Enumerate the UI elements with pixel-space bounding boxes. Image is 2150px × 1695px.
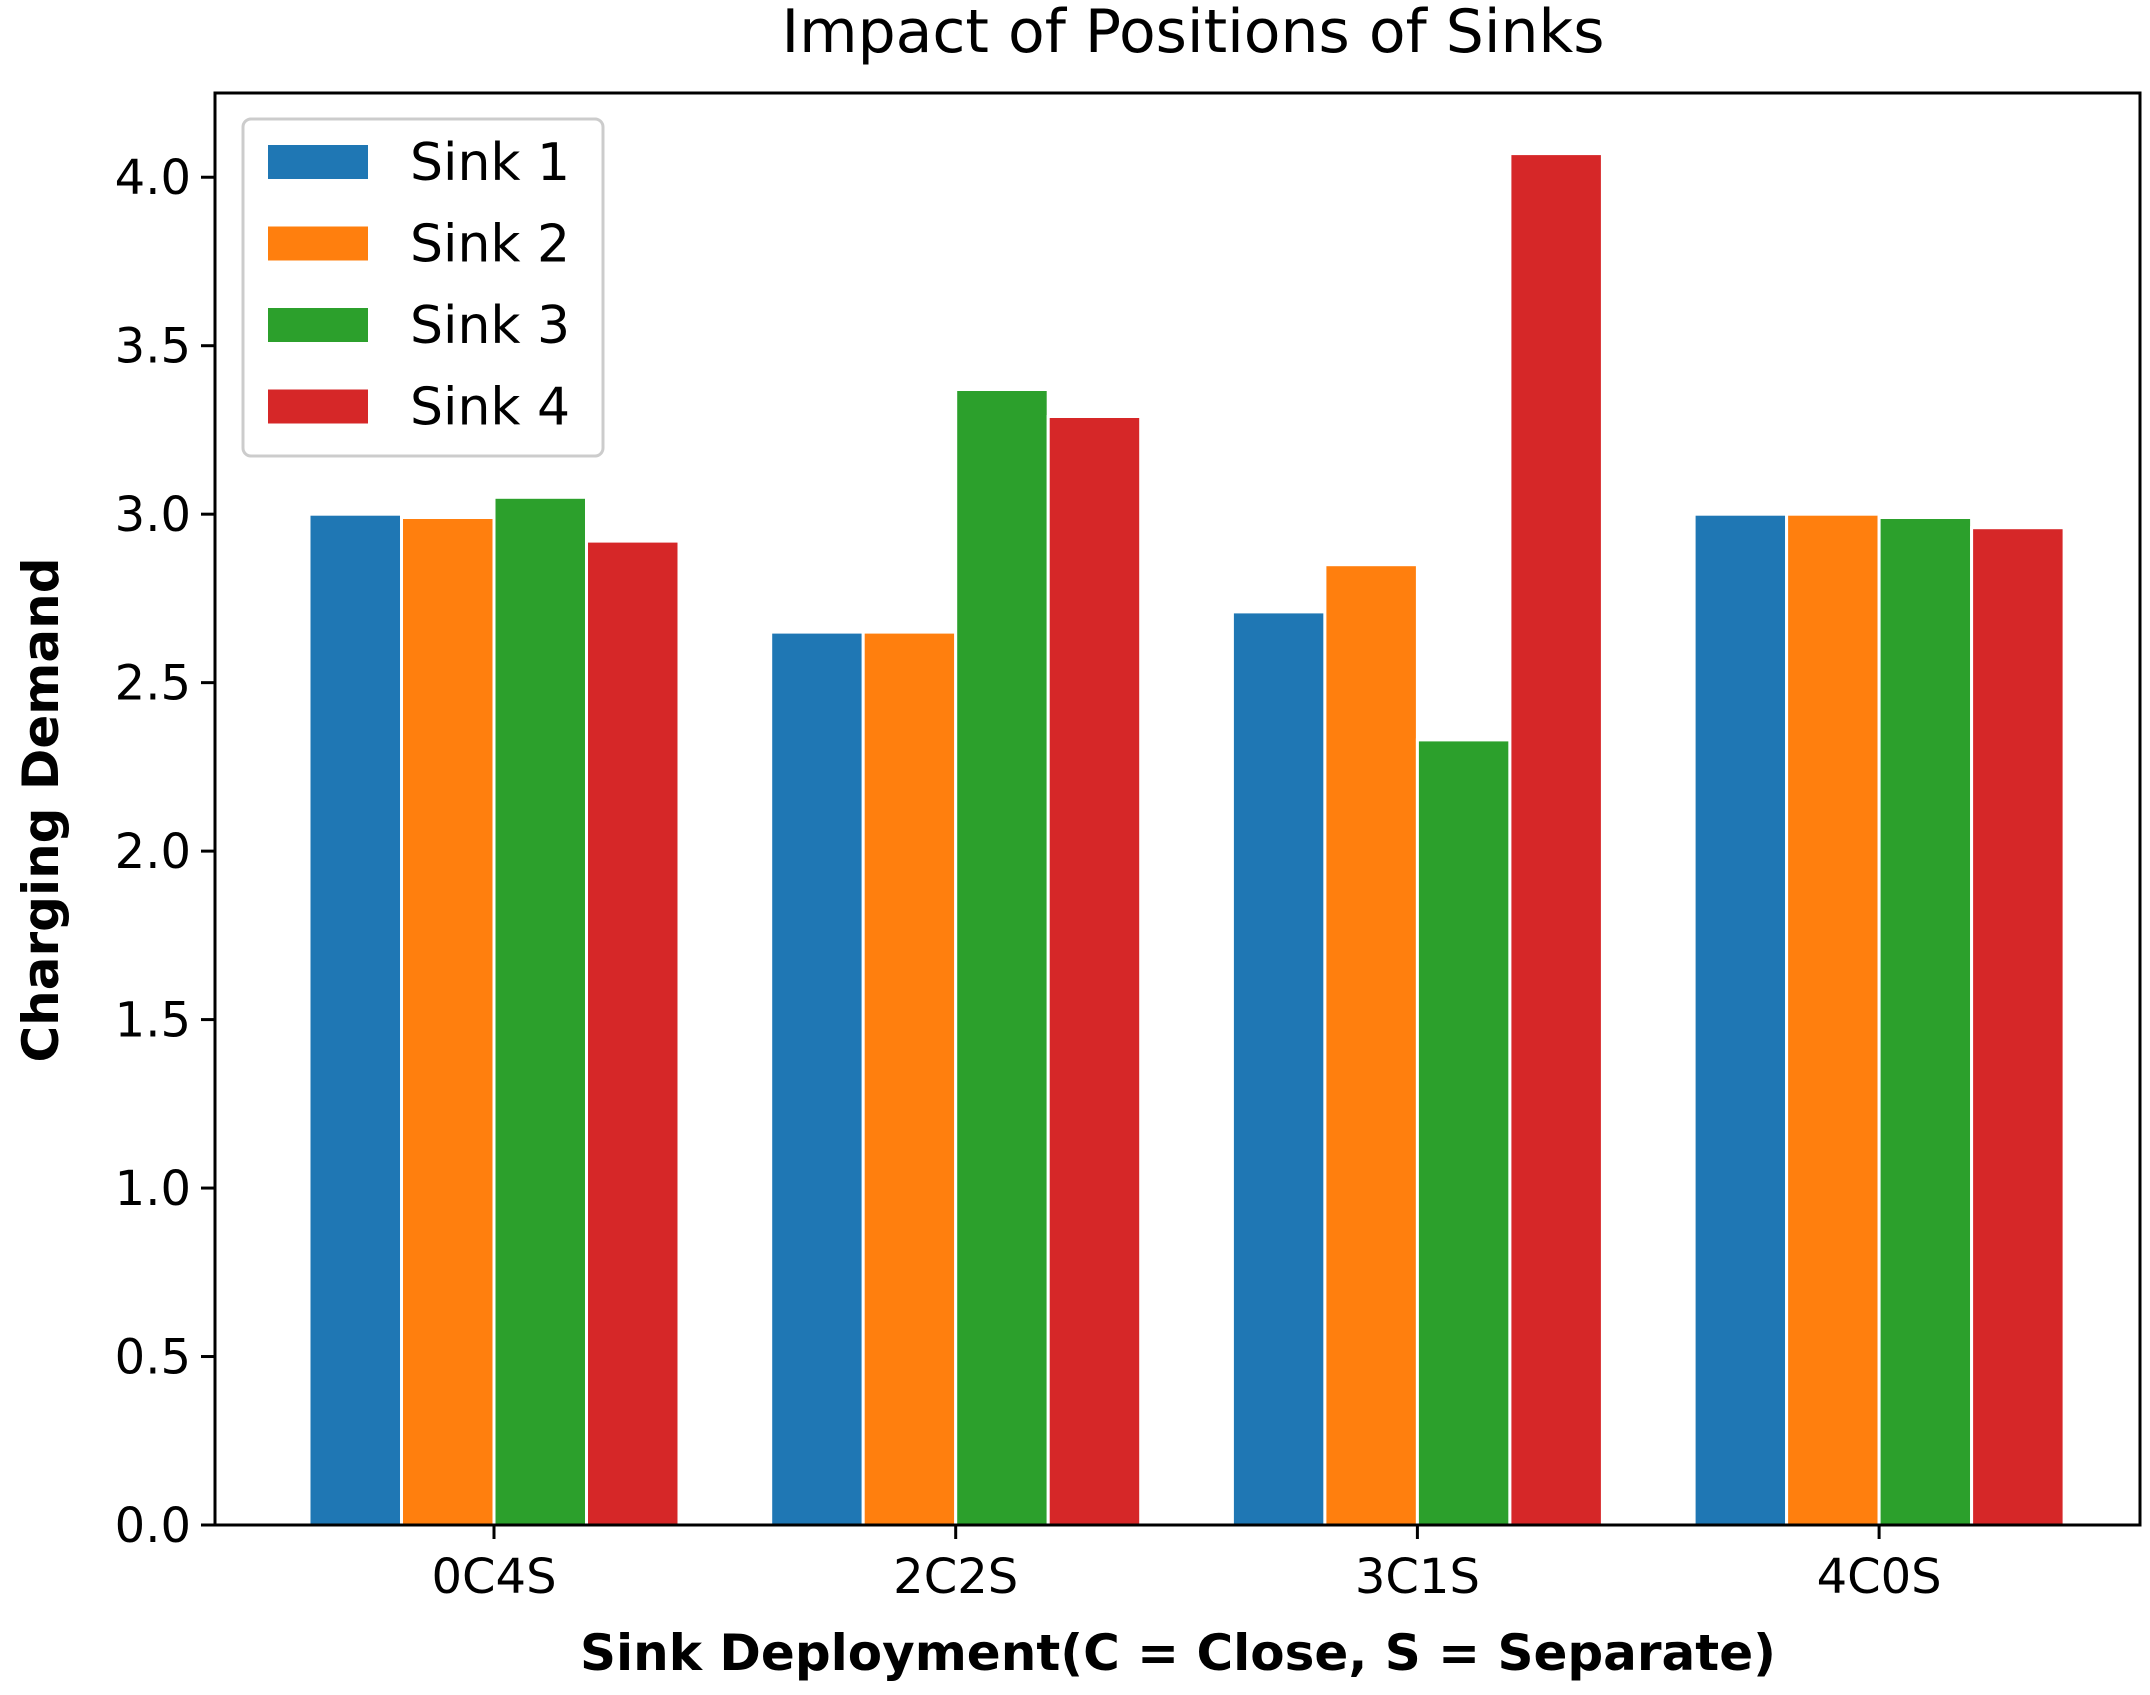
plot-frame [213,91,2142,1527]
legend-label-sink-1: Sink 1 [410,133,570,193]
y-tick-label: 1.5 [115,993,191,1049]
y-tick-label: 2.0 [115,824,191,880]
bar-2c2s-sink-1 [769,630,865,1527]
y-tick-label: 3.0 [115,487,191,543]
legend-swatch-sink-3 [268,308,368,342]
bar-0c4s-sink-3 [492,495,588,1527]
x-tick-label-0c4s: 0C4S [431,1549,556,1605]
legend-label-sink-4: Sink 4 [410,378,570,438]
legend-swatch-sink-4 [268,389,368,424]
bar-4c0s-sink-4 [1970,526,2066,1527]
bar-0c4s-sink-4 [585,539,681,1527]
bars-group [307,152,2066,1527]
bar-3c1s-sink-1 [1230,610,1327,1527]
y-tick-label: 0.0 [115,1498,191,1554]
bar-3c1s-sink-4 [1508,152,1604,1527]
x-tick-label-4c0s: 4C0S [1817,1549,1942,1605]
legend-label-sink-3: Sink 3 [410,296,570,356]
y-tick-label: 3.5 [115,319,191,375]
bar-4c0s-sink-2 [1785,512,1881,1527]
legend-swatch-sink-2 [268,226,368,261]
legend-frame [241,117,605,458]
legend: Sink 1 Sink 2 Sink 3 Sink 4 [241,117,605,458]
y-tick-label: 4.0 [115,150,191,206]
bar-4c0s-sink-1 [1692,512,1789,1527]
bar-3c1s-sink-2 [1323,563,1419,1527]
y-tick-label: 2.5 [115,656,191,712]
y-axis: 0.0 0.5 1.0 1.5 2.0 2.5 3.0 3.5 4.0 [115,150,215,1554]
chart-title: Impact of Positions of Sinks [781,0,1604,67]
bar-0c4s-sink-1 [307,512,403,1527]
x-tick-label-2c2s: 2C2S [893,1549,1018,1605]
bar-2c2s-sink-2 [861,630,958,1527]
legend-swatch-sink-1 [268,145,368,179]
bar-3c1s-sink-3 [1415,738,1512,1527]
y-tick-label: 1.0 [115,1161,191,1217]
y-axis-label: Charging Demand [12,557,70,1062]
x-axis-label: Sink Deployment(C = Close, S = Separate) [580,1624,1776,1682]
legend-label-sink-2: Sink 2 [410,215,570,275]
y-tick-label: 0.5 [115,1330,191,1386]
x-tick-label-3c1s: 3C1S [1355,1549,1480,1605]
bar-4c0s-sink-3 [1877,516,1974,1527]
bar-2c2s-sink-4 [1046,415,1143,1527]
bar-0c4s-sink-2 [400,516,496,1527]
bar-2c2s-sink-3 [954,388,1050,1527]
x-axis: 0C4S 2C2S 3C1S 4C0S [431,1525,1942,1605]
